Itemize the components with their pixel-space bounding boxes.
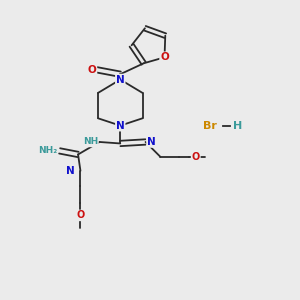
Text: N: N — [147, 137, 156, 147]
Text: NH: NH — [83, 137, 98, 146]
Text: O: O — [160, 52, 169, 62]
Text: O: O — [88, 65, 96, 75]
Text: NH₂: NH₂ — [38, 146, 57, 155]
Text: O: O — [76, 210, 85, 220]
Text: H: H — [233, 121, 242, 131]
Text: N: N — [66, 166, 75, 176]
Text: Br: Br — [202, 121, 216, 131]
Text: N: N — [116, 75, 125, 85]
Text: N: N — [116, 121, 125, 130]
Text: O: O — [192, 152, 200, 162]
